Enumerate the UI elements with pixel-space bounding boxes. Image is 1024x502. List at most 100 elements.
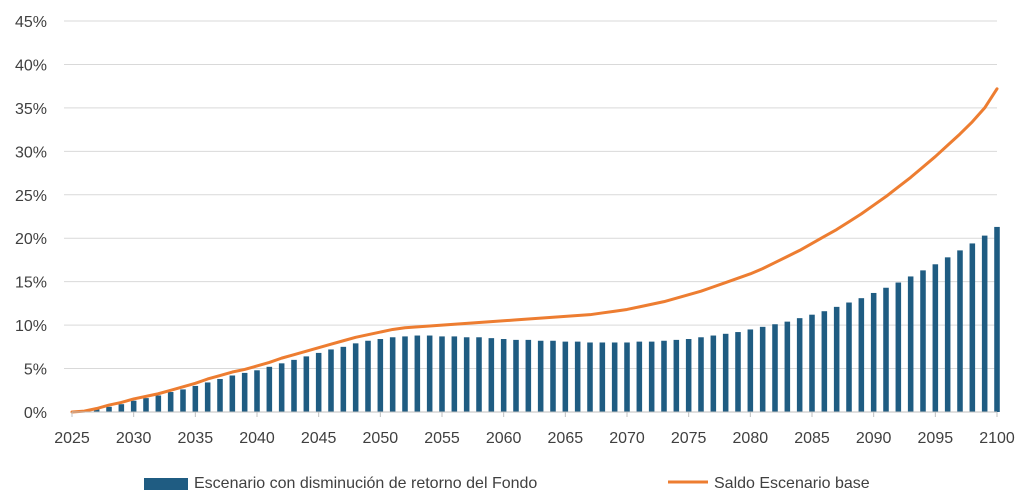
y-tick-label: 25%: [15, 188, 47, 205]
bar: [648, 341, 655, 412]
bar: [93, 409, 100, 412]
bar: [747, 329, 754, 412]
bar: [488, 338, 495, 412]
bar: [784, 321, 791, 412]
y-tick-label: 10%: [15, 318, 47, 335]
bar: [599, 342, 606, 412]
bar: [981, 235, 988, 412]
bar: [476, 337, 482, 412]
bar: [858, 298, 865, 412]
bar: [525, 339, 532, 412]
bar: [118, 404, 125, 412]
x-tick-label: 2095: [918, 430, 954, 447]
x-tick-label: 2045: [301, 430, 337, 447]
x-tick-label: 2090: [856, 430, 892, 447]
bar: [907, 276, 914, 412]
bar: [402, 336, 408, 412]
bar: [772, 324, 778, 412]
bar: [883, 287, 889, 412]
bar: [920, 270, 926, 412]
y-tick-label: 0%: [24, 405, 47, 422]
bar: [143, 398, 149, 412]
bar: [994, 226, 1000, 412]
bar: [180, 389, 186, 412]
bar: [439, 336, 445, 412]
bar-series: [81, 226, 1000, 412]
bar: [217, 378, 223, 412]
bar: [389, 337, 396, 412]
bar: [587, 342, 593, 412]
y-tick-label: 20%: [15, 231, 47, 248]
bar: [685, 339, 692, 412]
y-tick-label: 45%: [15, 14, 47, 31]
bar: [352, 343, 359, 412]
bar: [500, 339, 507, 412]
x-tick-label: 2100: [979, 430, 1015, 447]
bar: [167, 392, 174, 412]
bar: [291, 359, 297, 412]
y-tick-label: 30%: [15, 144, 47, 161]
bar: [846, 302, 852, 412]
y-tick-label: 15%: [15, 275, 47, 292]
legend-label-bar: Escenario con disminución de retorno del…: [194, 475, 537, 492]
bar: [365, 340, 371, 412]
bar: [315, 352, 322, 412]
bar: [944, 257, 951, 412]
x-tick-label: 2055: [424, 430, 460, 447]
bar: [192, 385, 199, 412]
bar: [562, 341, 569, 412]
gridlines: [64, 20, 997, 370]
bar: [550, 340, 556, 412]
x-tick-label: 2080: [733, 430, 769, 447]
x-tick-label: 2030: [116, 430, 152, 447]
x-tick-label: 2060: [486, 430, 522, 447]
y-axis: 0% 5% 10% 15% 20% 25% 30% 35% 40% 45%: [15, 14, 47, 422]
bar: [796, 318, 803, 412]
legend: Escenario con disminución de retorno del…: [144, 475, 870, 492]
y-tick-label: 5%: [24, 362, 47, 379]
bar: [414, 335, 421, 412]
bar: [673, 339, 680, 412]
bar: [513, 339, 519, 412]
bar: [624, 342, 630, 412]
bar: [278, 363, 285, 412]
bar: [130, 400, 137, 412]
bar: [537, 340, 544, 412]
bar: [463, 337, 470, 412]
bar: [759, 326, 766, 412]
bar: [241, 372, 248, 412]
bar: [106, 406, 112, 412]
legend-swatch-bar: [144, 478, 188, 490]
bar: [932, 264, 939, 412]
bar: [229, 375, 236, 412]
bar: [340, 346, 347, 412]
bar: [710, 335, 717, 412]
bar: [870, 292, 877, 412]
bar: [722, 333, 729, 412]
bar: [821, 311, 828, 412]
x-tick-label: 2050: [363, 430, 399, 447]
bar: [266, 366, 273, 412]
x-tick-label: 2035: [178, 430, 214, 447]
bar: [661, 340, 667, 412]
x-tick-label: 2040: [239, 430, 275, 447]
bar: [895, 282, 902, 412]
bar: [574, 341, 581, 412]
bar: [735, 332, 741, 412]
x-tick-label: 2025: [54, 430, 90, 447]
bar: [809, 314, 815, 412]
bar: [957, 250, 963, 412]
bar: [611, 342, 618, 412]
line-series-saldo-escenario-base: [70, 87, 999, 414]
bar: [636, 341, 643, 412]
bar: [204, 382, 211, 412]
bar: [969, 243, 976, 412]
x-axis: 2025 2030 2035 2040 2045 2050 2055 2060 2065 2070…: [54, 412, 1015, 447]
bar: [377, 339, 384, 412]
y-tick-label: 40%: [15, 57, 47, 74]
bar: [328, 349, 334, 412]
legend-label-line: Saldo Escenario base: [714, 475, 870, 492]
bar: [426, 335, 433, 412]
bar: [698, 337, 704, 412]
